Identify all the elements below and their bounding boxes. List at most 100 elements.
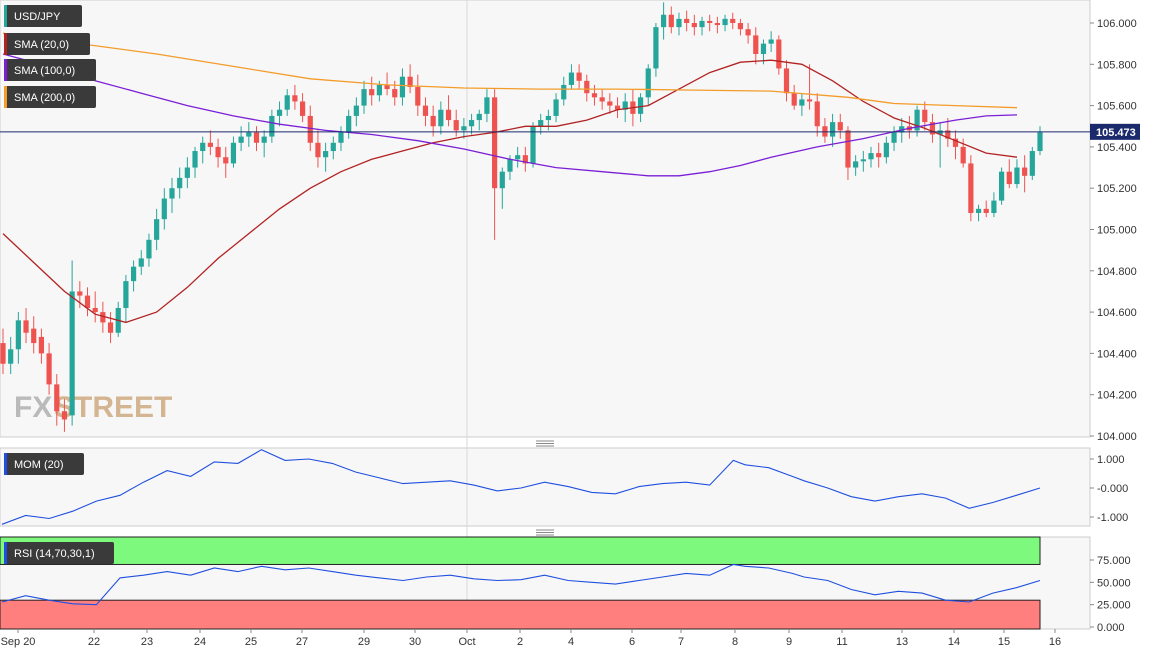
candle-bullish (146, 239, 152, 259)
candle-bearish (614, 105, 621, 110)
sma-lines (2, 32, 1018, 324)
y-tick-label: 104.800 (1097, 266, 1137, 278)
candle-bearish (54, 384, 60, 412)
candle-bullish (184, 167, 190, 178)
rsi-panel-resize-handle[interactable] (536, 529, 554, 536)
candle-bearish (369, 89, 375, 96)
candle-bearish (422, 105, 429, 116)
candle-bearish (430, 115, 436, 127)
candle-bearish (299, 101, 306, 116)
candle-bearish (492, 97, 498, 189)
candle-bearish (384, 84, 390, 90)
candle-bearish (407, 76, 413, 88)
candle-bullish (261, 136, 267, 143)
legend-sma100[interactable]: SMA (100,0) (4, 59, 96, 81)
sma-line (2, 59, 1018, 324)
candle-bullish (376, 84, 382, 96)
legend-mom[interactable]: MOM (20) (4, 453, 84, 475)
candle-bearish (522, 155, 528, 164)
x-tick-label: 7 (678, 636, 684, 648)
y-tick-label: 105.600 (1097, 101, 1137, 113)
rsi-line-group (1, 563, 1041, 606)
y-tick-label: 105.400 (1097, 142, 1137, 154)
candle-bearish (415, 87, 421, 106)
candle-bullish (177, 177, 183, 189)
candle-bearish (0, 343, 6, 364)
x-tick-label: 14 (948, 636, 960, 648)
candle-bearish (714, 23, 720, 26)
candle-bearish (983, 208, 989, 213)
legend-usdjpy[interactable]: USD/JPY (4, 5, 82, 27)
candle-bearish (876, 153, 882, 158)
rsi-oversold-zone (0, 599, 1041, 630)
x-tick-label: 9 (786, 636, 792, 648)
rsi-line (1, 563, 1041, 606)
candle-bullish (768, 39, 774, 44)
candle-bullish (8, 349, 14, 364)
candle-bearish (599, 97, 605, 102)
x-tick-label: 29 (358, 636, 370, 648)
rsi-tick-label: 25.000 (1097, 600, 1131, 612)
x-tick-label: Oct (458, 636, 475, 648)
sma-line (2, 53, 1018, 177)
mom-tick-label: 1.000 (1097, 454, 1125, 466)
mom-panel-resize-handle[interactable] (536, 440, 554, 447)
candle-bullish (653, 27, 659, 69)
x-tick-label: 2 (517, 636, 523, 648)
legend-sma20-label: SMA (20,0) (14, 39, 69, 51)
candle-bullish (330, 142, 336, 152)
rsi-tick-label: 75.000 (1097, 555, 1131, 567)
x-tick-label: 6 (629, 636, 635, 648)
candle-bullish (530, 126, 536, 164)
candle-bearish (968, 163, 974, 213)
mom-line-group (1, 449, 1041, 525)
candle-bullish (545, 115, 551, 121)
y-axis-main: 106.000 105.800 105.600 105.400 105.200 105.0… (1090, 18, 1137, 443)
candle-bearish (31, 328, 37, 344)
mom-line (1, 449, 1041, 525)
candle-bearish (307, 115, 313, 143)
candle-bullish (438, 109, 444, 127)
candle-bullish (975, 208, 982, 213)
legend-rsi[interactable]: RSI (14,70,30,1) (4, 542, 114, 564)
candle-bearish (783, 68, 790, 94)
candle-bearish (576, 72, 582, 81)
y-tick-label: 104.000 (1097, 431, 1137, 443)
y-tick-label: 104.400 (1097, 348, 1137, 360)
x-tick-label: 25 (245, 636, 257, 648)
x-tick-label: 11 (836, 636, 847, 648)
candle-bullish (661, 14, 667, 28)
candle-bullish (515, 155, 521, 160)
rsi-tick-label: 0.000 (1097, 622, 1125, 634)
candle-bullish (553, 99, 559, 116)
x-tick-label: 27 (296, 636, 308, 648)
x-tick-label: 30 (409, 636, 421, 648)
candle-bullish (830, 122, 836, 137)
candle-bearish (1022, 167, 1028, 176)
candle-bearish (691, 23, 697, 28)
candle-bearish (253, 132, 260, 143)
candle-bearish (753, 35, 759, 54)
legend-sma100-label: SMA (100,0) (14, 65, 75, 77)
candle-bearish (776, 39, 782, 69)
candle-bearish (107, 322, 114, 333)
candle-bearish (960, 146, 966, 164)
candle-bullish (15, 320, 21, 350)
x-tick-label: 13 (896, 636, 908, 648)
candle-bullish (161, 198, 167, 220)
legend-sma200[interactable]: SMA (200,0) (4, 86, 96, 108)
y-tick-label: 105.200 (1097, 183, 1137, 195)
candle-bullish (538, 120, 544, 127)
candle-bearish (292, 95, 298, 102)
legend-sma20[interactable]: SMA (20,0) (4, 33, 90, 55)
candle-bullish (130, 266, 137, 282)
candle-bearish (922, 109, 928, 123)
candle-bullish (361, 89, 367, 106)
main-panel-background (0, 0, 1091, 438)
current-price-label: 105.473 (1096, 127, 1136, 139)
candle-bullish (937, 130, 943, 135)
candle-bearish (445, 109, 452, 121)
y-axis-mom: 1.000 -0.000 -1.000 (1090, 454, 1128, 524)
candle-bullish (192, 151, 198, 168)
